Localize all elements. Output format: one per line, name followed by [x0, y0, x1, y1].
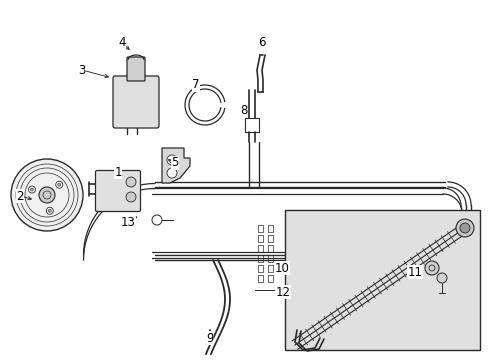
Circle shape — [11, 159, 83, 231]
Text: 3: 3 — [78, 63, 85, 77]
Circle shape — [126, 192, 136, 202]
Bar — [258, 265, 263, 272]
Circle shape — [28, 186, 36, 193]
Bar — [258, 235, 263, 242]
Circle shape — [152, 215, 162, 225]
Circle shape — [48, 209, 51, 212]
Circle shape — [126, 177, 136, 187]
Text: 1: 1 — [114, 166, 122, 179]
Bar — [267, 265, 272, 272]
FancyBboxPatch shape — [127, 57, 145, 81]
Circle shape — [58, 183, 61, 186]
Circle shape — [424, 261, 438, 275]
Bar — [267, 235, 272, 242]
Circle shape — [30, 188, 33, 191]
Text: 4: 4 — [118, 36, 125, 49]
Text: 2: 2 — [16, 189, 24, 202]
Circle shape — [167, 155, 177, 165]
Bar — [267, 275, 272, 282]
Text: 6: 6 — [258, 36, 265, 49]
Bar — [267, 255, 272, 262]
Bar — [285, 210, 479, 350]
FancyBboxPatch shape — [95, 171, 140, 211]
Circle shape — [167, 168, 177, 178]
Text: 10: 10 — [274, 261, 289, 274]
Bar — [258, 275, 263, 282]
FancyBboxPatch shape — [113, 76, 159, 128]
Circle shape — [459, 223, 469, 233]
Bar — [258, 255, 263, 262]
Circle shape — [39, 187, 55, 203]
Circle shape — [436, 273, 446, 283]
Bar — [267, 225, 272, 232]
Text: 5: 5 — [171, 157, 178, 170]
Text: 8: 8 — [240, 104, 247, 117]
Text: 13: 13 — [121, 216, 135, 229]
Circle shape — [455, 219, 473, 237]
Bar — [267, 245, 272, 252]
Polygon shape — [162, 148, 190, 183]
Text: 9: 9 — [206, 332, 213, 345]
Bar — [258, 225, 263, 232]
Circle shape — [56, 181, 62, 188]
Bar — [258, 245, 263, 252]
Text: 7: 7 — [192, 78, 199, 91]
Text: 12: 12 — [275, 285, 290, 298]
Circle shape — [46, 207, 53, 214]
Text: 11: 11 — [407, 266, 422, 279]
